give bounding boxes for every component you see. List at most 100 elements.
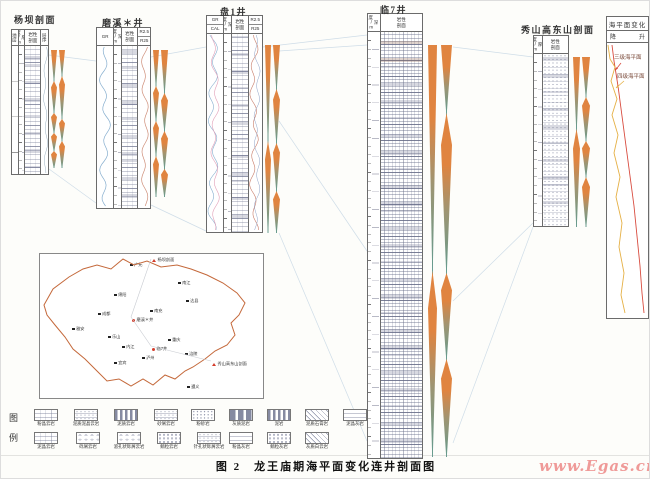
well-marker xyxy=(152,347,155,351)
lithology-bed xyxy=(542,91,568,93)
lithology-bed xyxy=(380,422,422,425)
section-marker xyxy=(212,362,216,366)
map-site-label: 秀山高东山剖面 xyxy=(217,361,247,366)
city-marker xyxy=(98,312,101,316)
track-depth xyxy=(368,32,381,458)
track-lithology xyxy=(232,34,249,232)
column-yangba: 地层 厚度/m 岩性剖面 层序 xyxy=(11,29,49,175)
legend-swatch xyxy=(267,409,291,421)
map-site: 达县 xyxy=(186,298,198,303)
map-site: 绵阳 xyxy=(114,292,126,297)
lithology-bed xyxy=(380,134,422,137)
legend-swatch xyxy=(74,409,98,421)
lithology-bed xyxy=(380,439,422,443)
legend-item: 泥晶云岩 xyxy=(24,432,68,449)
legend-item: 泥晶灰岩 xyxy=(333,409,377,426)
header-lithology: 岩性剖面 xyxy=(396,17,406,28)
legend-swatch xyxy=(229,409,253,421)
legend-heading: 图例 xyxy=(8,413,18,453)
map-site-label: 广元 xyxy=(134,262,143,267)
legend-label: 粉晶云岩 xyxy=(37,421,55,426)
legend-item: 泥质泥晶云岩 xyxy=(64,409,108,426)
lithology-bed xyxy=(542,184,568,186)
map-site: 遵义 xyxy=(187,384,199,389)
header-gr: GR xyxy=(207,16,224,25)
legend-label: 溶孔状砾屑云岩 xyxy=(113,444,145,449)
city-marker xyxy=(130,263,133,267)
city-marker xyxy=(178,281,181,285)
header-depth: 深度/m xyxy=(224,16,233,33)
lithology-bed xyxy=(380,312,422,314)
header-depth: 深度/m xyxy=(368,14,381,31)
city-marker xyxy=(187,385,190,389)
lithology-bed xyxy=(380,329,422,332)
city-marker xyxy=(186,299,189,303)
lithology-bed xyxy=(25,166,41,168)
header-r25-shallow: R2.5 xyxy=(248,16,262,25)
sea-level-fall-label: 降 xyxy=(610,35,617,41)
track-sequence xyxy=(41,46,48,174)
well-title-yangba: 杨坝剖面 xyxy=(14,15,57,25)
third-order-sea-level-label: 三级海平面 xyxy=(614,55,642,61)
lithology-bed xyxy=(232,155,248,158)
lithology-bed xyxy=(122,118,138,120)
map-site: 南江 xyxy=(178,280,190,285)
legend-label: 砂屑云岩 xyxy=(157,421,175,426)
map-site: 泸州 xyxy=(142,355,154,360)
lithology-bed xyxy=(25,132,41,135)
lithology-bed xyxy=(380,100,422,104)
figure-caption: 图 2 龙王庙期海平面变化连井剖面图 xyxy=(215,461,437,473)
lithology-bed xyxy=(25,56,41,60)
lithology-bed xyxy=(232,104,248,107)
header-resistivity: R2.5 R25 xyxy=(138,28,150,45)
header-thickness: 厚度/m xyxy=(18,30,26,45)
lithology-bed xyxy=(122,84,138,87)
column-lin7: 深度/m 岩性剖面 xyxy=(367,13,423,459)
divider-rule xyxy=(1,455,649,456)
well-title-xiushan: 秀山高东山剖面 xyxy=(521,25,595,35)
map-site: 广元 xyxy=(130,262,143,267)
lithology-bed xyxy=(380,151,422,155)
legend-label: 灰质白云岩 xyxy=(306,444,328,449)
well-title-pan1: 盘1井 xyxy=(220,7,248,17)
lithology-bed xyxy=(380,227,422,230)
track-lithology xyxy=(380,32,422,458)
lithology-bed xyxy=(380,346,422,350)
legend-label: 粉晶灰岩 xyxy=(232,444,250,449)
legend-swatch xyxy=(197,432,221,444)
map-site: 乐山 xyxy=(108,334,121,339)
map-site-label: 乐山 xyxy=(112,334,121,339)
lithology-bed xyxy=(380,117,422,119)
legend-swatch xyxy=(117,432,141,444)
lithology-bed xyxy=(380,295,422,299)
lithology-bed xyxy=(380,66,422,68)
column-xiushan: 厚度/m 岩性剖面 xyxy=(533,35,569,227)
legend-label: 鲕粒云岩 xyxy=(160,444,178,449)
legend-swatch xyxy=(229,432,253,444)
map-site: 宜宾 xyxy=(114,360,126,365)
lithology-bed xyxy=(122,194,138,198)
legend-label: 泥质云岩 xyxy=(117,421,135,426)
sea-level-panel: 海平面变化 降 升 xyxy=(606,16,649,319)
header-cal: CAL xyxy=(210,26,220,32)
lithology-bed xyxy=(542,57,568,60)
lithology-bed xyxy=(122,135,138,138)
legend-swatch xyxy=(305,432,329,444)
map-site: 临7井 xyxy=(152,346,168,351)
header-gr-cal: GR CAL xyxy=(207,16,225,33)
header-r25-shallow: R2.5 xyxy=(138,28,150,37)
map-site-label: 雅安 xyxy=(76,326,85,331)
city-marker xyxy=(185,352,188,356)
map-site: 内江 xyxy=(122,344,134,349)
lithology-bed xyxy=(380,388,422,392)
legend-swatch xyxy=(34,409,58,421)
city-marker xyxy=(114,293,117,297)
map-site: 秀山高东山剖面 xyxy=(212,361,247,366)
map-site-label: 临7井 xyxy=(156,346,168,351)
track-depth xyxy=(224,34,233,232)
legend-swatch xyxy=(154,409,178,421)
header-lithology: 岩性剖面 xyxy=(122,28,139,45)
legend-item: 灰质白云岩 xyxy=(295,432,339,449)
column-pan1: GR CAL 深度/m 岩性剖面 R2.5 R25 xyxy=(206,15,263,233)
